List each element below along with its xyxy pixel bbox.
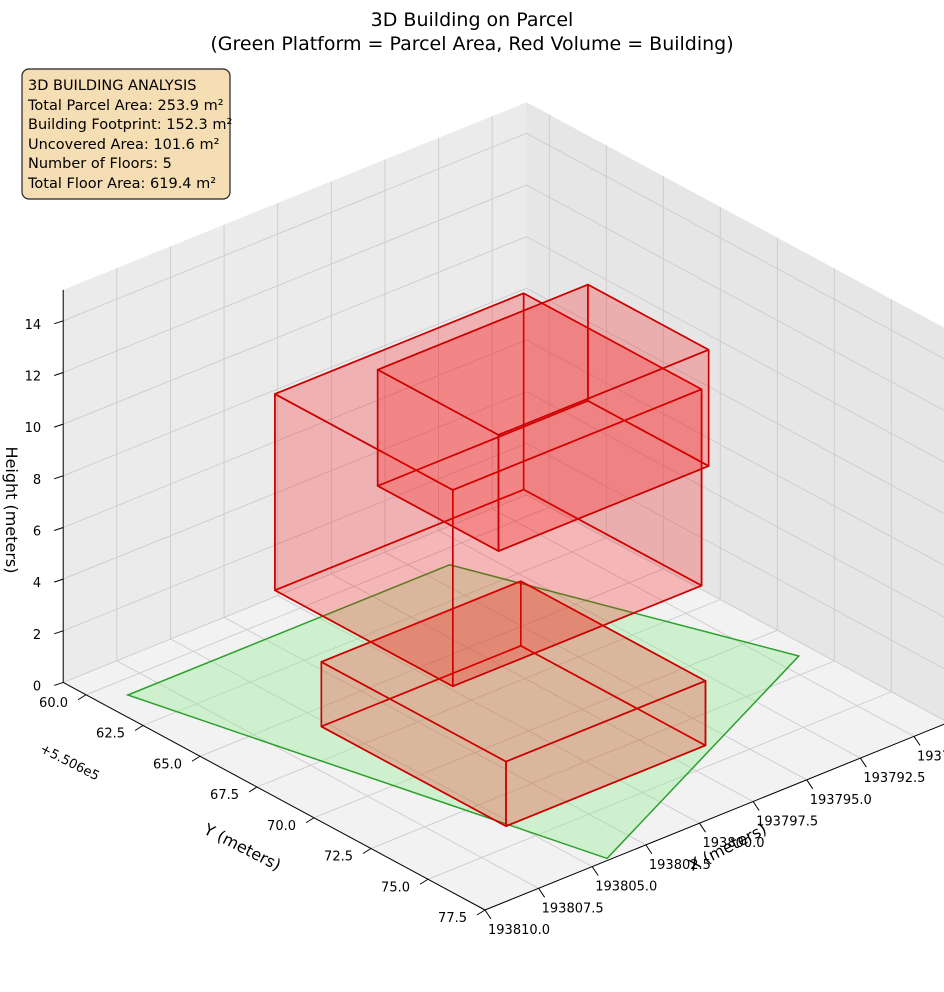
z-tick-label: 0: [33, 679, 41, 694]
x-tick-mark: [859, 757, 867, 768]
chart-title: 3D Building on Parcel: [371, 9, 574, 31]
back-right-pane: [526, 102, 944, 721]
y-tick-label: 75.0: [381, 880, 410, 895]
x-tick-mark: [538, 888, 546, 898]
z-tick-label: 10: [25, 421, 42, 436]
x-tick-label: 193790.0: [917, 749, 944, 764]
y-tick-label: 62.5: [96, 727, 125, 742]
z-tick-mark: [54, 372, 64, 376]
y-tick-label: 77.5: [438, 911, 467, 926]
plot-volumes: [125, 283, 801, 860]
z-tick-mark: [54, 630, 64, 635]
y-tick-label: 67.5: [210, 788, 239, 803]
x-tick-label: 193810.0: [488, 923, 550, 938]
info-box-background: [21, 68, 231, 200]
y-tick-label: 60.0: [39, 696, 68, 711]
back-left-pane: [63, 102, 527, 683]
z-tick-mark: [54, 578, 64, 583]
z-tick-label: 8: [33, 473, 41, 488]
y-tick-mark: [77, 694, 87, 701]
chart-subtitle: (Green Platform = Parcel Area, Red Volum…: [210, 33, 733, 55]
z-tick-mark: [54, 475, 64, 480]
building-top-block: [376, 283, 710, 552]
y-tick-mark: [134, 725, 144, 731]
info-box: 3D BUILDING ANALYSIS Total Parcel Area: …: [21, 68, 232, 200]
z-tick-mark: [54, 526, 64, 531]
y-tick-mark: [248, 786, 258, 793]
info-box-heading: 3D BUILDING ANALYSIS: [28, 78, 196, 94]
z-tick-label: 2: [33, 628, 41, 643]
building-base-block: [320, 580, 707, 828]
x-tick-label: 193802.5: [649, 858, 711, 873]
x-tick-mark: [591, 866, 599, 876]
info-line-parcel-area: Total Parcel Area: 253.9 m²: [27, 98, 224, 114]
x-tick-mark: [913, 736, 921, 746]
z-tick-label: 6: [33, 524, 41, 539]
info-line-floor-area: Total Floor Area: 619.4 m²: [27, 176, 216, 192]
y-tick-label: 65.0: [153, 757, 182, 772]
y-axis-line: [62, 682, 486, 911]
info-line-uncovered-area: Uncovered Area: 101.6 m²: [28, 137, 219, 153]
z-gridline: [63, 132, 944, 360]
x-tick-label: 193807.5: [542, 901, 604, 916]
building-face: [376, 283, 710, 436]
x-tick-label: 193800.0: [703, 836, 765, 851]
z-gridline: [63, 442, 944, 670]
y-tick-label: 70.0: [267, 819, 296, 834]
x-tick-label: 193795.0: [810, 793, 872, 808]
x-tick-mark: [806, 779, 814, 790]
z-tick-mark: [54, 423, 64, 428]
building-face: [320, 580, 707, 763]
axis-lines: [62, 289, 944, 911]
y-tick-mark: [305, 817, 315, 824]
x-tick-mark: [484, 909, 492, 920]
y-tick-mark: [362, 848, 372, 854]
parcel-platform: [125, 564, 801, 860]
z-axis-label: Height (meters): [2, 447, 21, 574]
x-tick-label: 193792.5: [863, 771, 925, 786]
y-tick-label: 72.5: [324, 850, 353, 865]
z-tick-label: 4: [33, 576, 41, 591]
z-gridline: [63, 184, 944, 411]
info-line-floors: Number of Floors: 5: [28, 156, 172, 172]
x-tick-mark: [699, 822, 706, 833]
x-tick-label: 193797.5: [756, 815, 818, 830]
building-face: [274, 292, 703, 491]
z-gridline: [63, 339, 944, 566]
z-gridline: [63, 494, 944, 721]
z-gridline: [63, 391, 944, 618]
building-middle-block: [274, 292, 703, 688]
x-tick-mark: [752, 801, 760, 811]
z-tick-label: 14: [25, 318, 42, 333]
z-gridline: [63, 236, 944, 463]
z-gridline: [63, 287, 944, 515]
z-tick-mark: [54, 681, 64, 686]
x-tick-label: 193805.0: [595, 880, 657, 895]
x-tick-mark: [645, 844, 653, 855]
info-line-footprint: Building Footprint: 152.3 m²: [28, 117, 232, 133]
y-tick-mark: [476, 909, 486, 916]
z-tick-mark: [54, 320, 64, 325]
y-tick-mark: [191, 755, 201, 762]
axis-ticks: 193790.0 193792.5 193795.0 193797.5 193800.0…: [25, 318, 944, 938]
z-tick-label: 12: [25, 369, 42, 384]
y-tick-mark: [419, 878, 429, 885]
x-axis-line: [484, 723, 944, 911]
